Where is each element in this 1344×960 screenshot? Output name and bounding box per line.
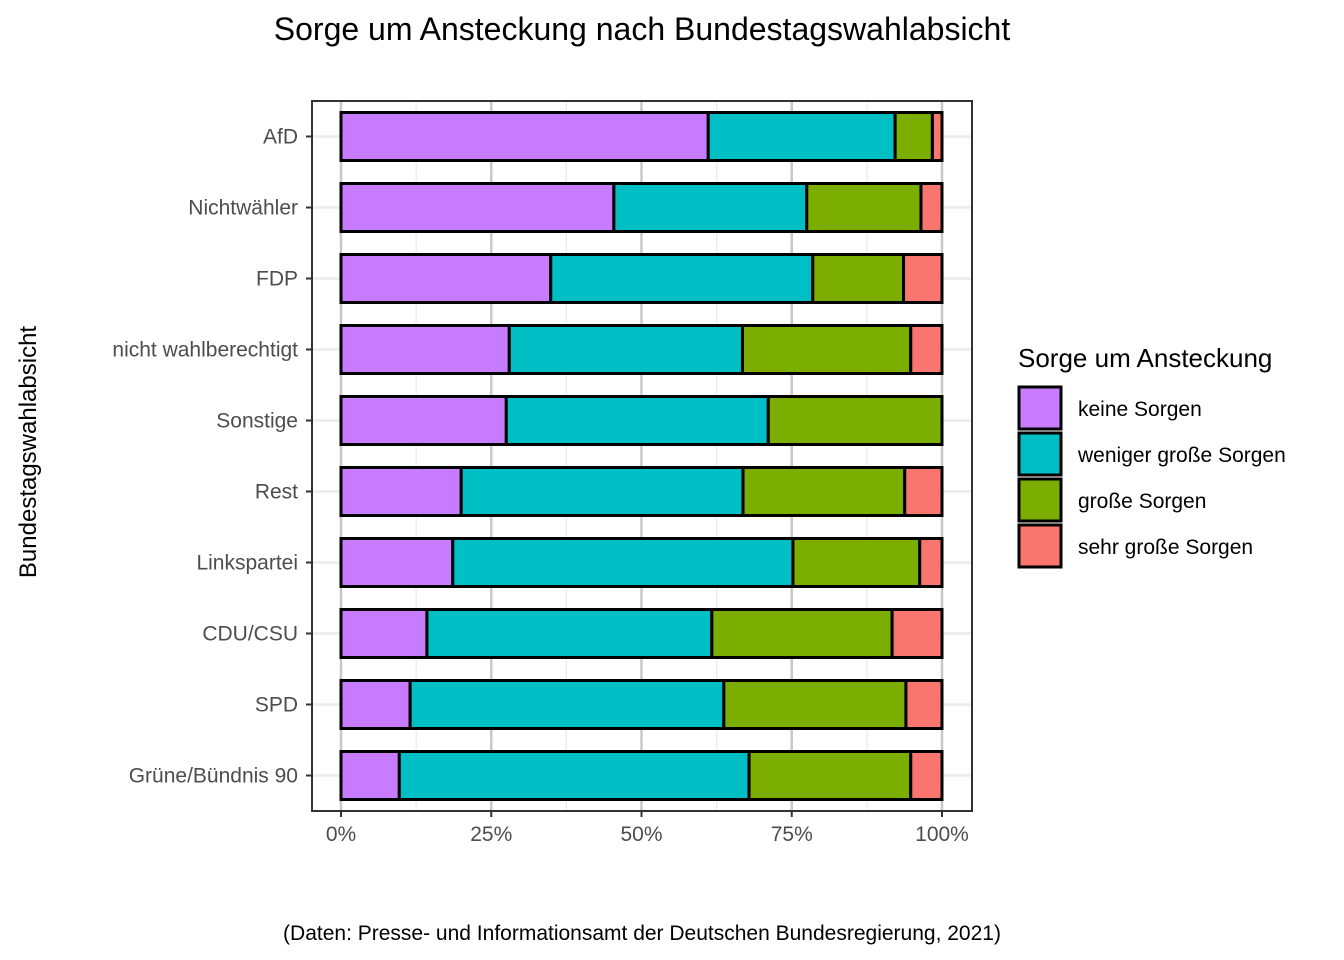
legend-title: Sorge um Ansteckung [1018, 343, 1272, 373]
legend-label: sehr große Sorgen [1078, 536, 1253, 559]
bar-segment [507, 324, 744, 375]
bar-segment [902, 253, 944, 304]
y-tick-label: Linkspartei [196, 552, 298, 575]
bar-segment [339, 182, 616, 233]
x-tick-label: 50% [620, 823, 662, 846]
y-tick-label: Sonstige [216, 410, 298, 433]
bar-segment [791, 537, 922, 588]
bar-segment [710, 608, 894, 659]
bar-segment [909, 324, 944, 375]
y-tick-label: AfD [263, 126, 298, 149]
y-axis-title: Bundestagswahlabsicht [15, 326, 42, 578]
bar-segment [904, 679, 944, 730]
y-tick-label: CDU/CSU [202, 623, 298, 646]
x-tick-label: 100% [915, 823, 969, 846]
bar-segment [890, 608, 944, 659]
bar-segment [805, 182, 923, 233]
chart-title: Sorge um Ansteckung nach Bundestagswahla… [274, 11, 1011, 47]
caption: (Daten: Presse- und Informationsamt der … [283, 922, 1001, 945]
bar-segment [549, 253, 815, 304]
bar-segment [339, 466, 463, 517]
bar-segment [741, 466, 907, 517]
bar-segment [766, 395, 944, 446]
legend-key [1017, 523, 1063, 569]
bar-segment [909, 750, 944, 801]
x-tick-label: 75% [771, 823, 813, 846]
bar-segment [918, 537, 944, 588]
bar-segment [451, 537, 795, 588]
bar-segment [706, 111, 897, 162]
bar-segment [339, 537, 455, 588]
bar-segment [740, 324, 913, 375]
bar-segment [930, 111, 944, 162]
bar-segment [397, 750, 751, 801]
y-tick-label: FDP [256, 268, 298, 291]
legend-key [1017, 431, 1063, 477]
bar-segment [339, 395, 508, 446]
bar-segment [893, 111, 934, 162]
bar-segment [339, 750, 401, 801]
legend-label: keine Sorgen [1078, 398, 1202, 421]
bar-segment [339, 608, 429, 659]
bar-segment [459, 466, 745, 517]
bar-segment [339, 111, 710, 162]
legend-label: große Sorgen [1078, 490, 1206, 513]
legend: Sorge um Ansteckung keine Sorgen weniger … [1017, 343, 1286, 569]
y-tick-label: nicht wahlberechtigt [112, 339, 298, 362]
bar-segment [903, 466, 944, 517]
bar-segment [339, 679, 412, 730]
bar-segment [747, 750, 913, 801]
legend-label: weniger große Sorgen [1077, 444, 1286, 467]
bar-segment [425, 608, 714, 659]
bar-segment [612, 182, 809, 233]
bar-segment [408, 679, 726, 730]
x-tick-label: 25% [470, 823, 512, 846]
y-tick-label: SPD [255, 694, 298, 717]
y-tick-label: Nichtwähler [188, 197, 298, 220]
y-tick-label: Rest [255, 481, 298, 504]
bar-segment [339, 324, 511, 375]
bar-segment [811, 253, 906, 304]
legend-key [1017, 477, 1063, 523]
y-tick-label: Grüne/Bündnis 90 [129, 765, 298, 788]
bar-segment [339, 253, 553, 304]
legend-key [1017, 385, 1063, 431]
x-tick-label: 0% [326, 823, 356, 846]
bar-segment [919, 182, 944, 233]
bar-segment [722, 679, 908, 730]
bar-segment [504, 395, 770, 446]
